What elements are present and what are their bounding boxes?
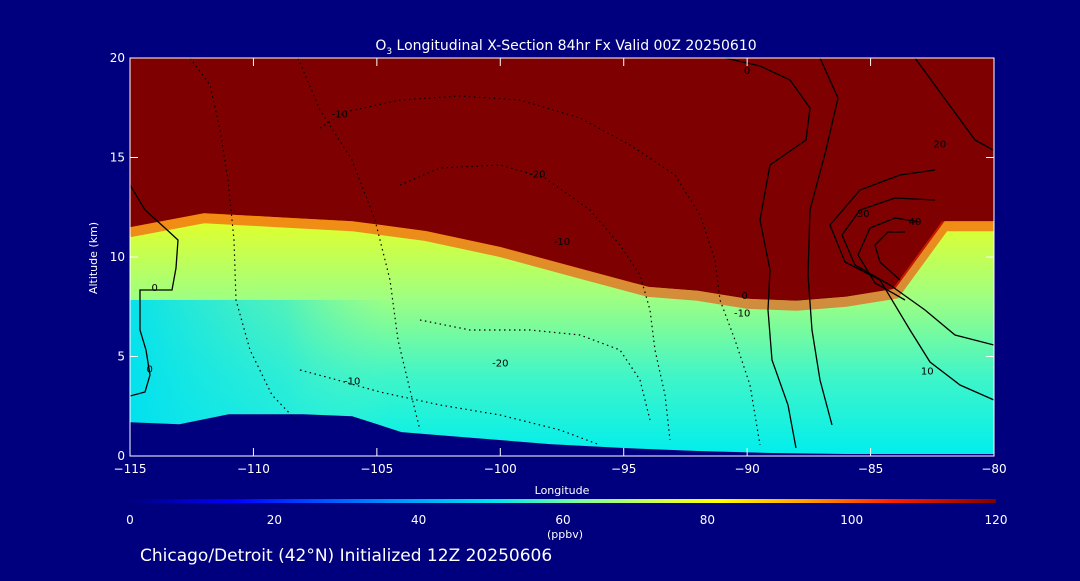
x-tick-label: −100 xyxy=(484,462,517,476)
contour-dotted-minus10-low xyxy=(299,369,601,446)
contour-label: 0 xyxy=(742,291,748,302)
plot-area: -10 -20 -10 -20 -10 0 0 0 -10 0 20 30 40 10 xyxy=(130,58,994,456)
contour-dotted-minus20-low xyxy=(419,319,651,421)
contour-label: -20 xyxy=(492,358,508,369)
colorbar-tick-label: 120 xyxy=(985,513,1008,527)
y-tick-label: 10 xyxy=(110,250,125,264)
x-tick-label: −105 xyxy=(360,462,393,476)
contour-labels: -10 -20 -10 -20 -10 0 0 0 -10 0 20 30 40 10 xyxy=(147,66,947,387)
contour-lines xyxy=(130,58,994,449)
contour-label: -10 xyxy=(554,237,570,248)
x-tick-label: −110 xyxy=(237,462,270,476)
x-tick-label: −85 xyxy=(858,462,883,476)
colorbar-tick-label: 0 xyxy=(126,513,134,527)
terrain-mask xyxy=(130,414,994,456)
contour-solid-50 xyxy=(874,231,905,281)
colorbar xyxy=(130,499,996,503)
contour-dotted-west xyxy=(189,58,297,421)
contour-solid-20 xyxy=(829,58,994,401)
chart-title: O3 Longitudinal X-Section 84hr Fx Valid … xyxy=(375,38,756,57)
footer-caption: Chicago/Detroit (42°N) Initialized 12Z 2… xyxy=(140,546,552,566)
contour-solid-40 xyxy=(857,217,921,301)
contour-label: -10 xyxy=(332,110,348,121)
y-axis-title: Altitude (km) xyxy=(87,222,100,294)
y-tick-label: 5 xyxy=(117,350,125,364)
x-axis: −115 −110 −105 −100 −95 −90 −85 −80 xyxy=(114,58,1007,476)
contour-label: 20 xyxy=(933,140,946,151)
y-tick-label: 15 xyxy=(110,151,125,165)
contour-label: 10 xyxy=(921,366,934,377)
contour-label: -20 xyxy=(529,169,545,180)
x-axis-title: Longitude xyxy=(535,484,590,497)
contour-solid-10 xyxy=(807,58,839,426)
colorbar-tick-label: 20 xyxy=(267,513,282,527)
y-tick-label: 20 xyxy=(110,51,125,65)
contour-label: -10 xyxy=(344,376,360,387)
colorbar-tick-label: 100 xyxy=(840,513,863,527)
contour-solid-0-west xyxy=(130,184,179,397)
contour-label: 30 xyxy=(857,209,870,220)
x-tick-label: −80 xyxy=(981,462,1006,476)
y-axis: 0 5 10 15 20 xyxy=(110,51,994,463)
tropopause-edge xyxy=(130,213,994,311)
colorbar-ticks: 0 20 40 60 80 100 120 xyxy=(126,513,1007,527)
colorbar-tick-label: 60 xyxy=(555,513,570,527)
x-tick-label: −90 xyxy=(734,462,759,476)
contour-label: 40 xyxy=(909,217,922,228)
colorbar-unit-label: (ppbv) xyxy=(547,528,583,541)
colorbar-tick-label: 80 xyxy=(700,513,715,527)
contour-label: 0 xyxy=(152,283,158,294)
x-tick-label: −95 xyxy=(611,462,636,476)
stratosphere-region xyxy=(130,58,994,301)
x-tick-label: −115 xyxy=(114,462,147,476)
contour-solid-0-east xyxy=(724,58,811,449)
contour-label: -10 xyxy=(734,309,750,320)
contour-dotted-mid xyxy=(297,58,421,431)
colorbar-tick-label: 40 xyxy=(411,513,426,527)
contour-label: 0 xyxy=(147,364,153,375)
y-tick-label: 0 xyxy=(117,449,125,463)
contour-solid-30 xyxy=(841,197,994,346)
contour-dotted-minus10 xyxy=(319,95,761,446)
contour-label: 0 xyxy=(744,66,750,77)
